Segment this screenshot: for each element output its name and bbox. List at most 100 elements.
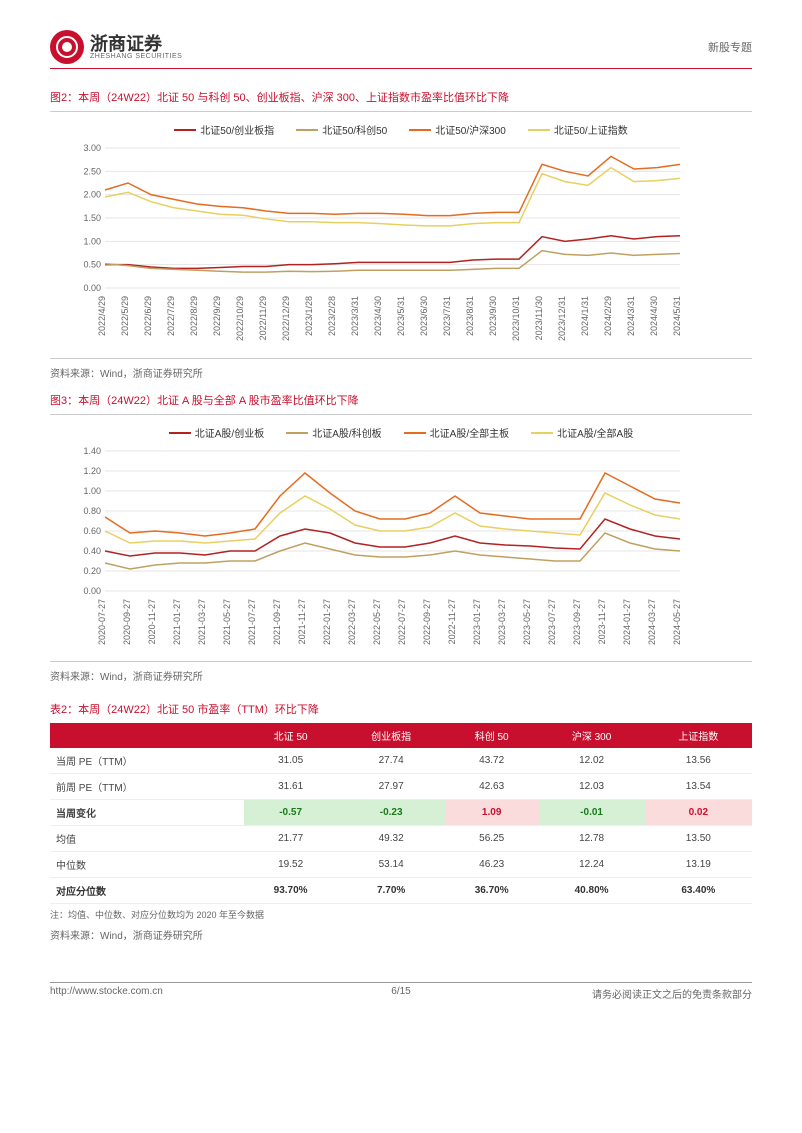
chart3-svg: 0.00 0.20 0.40 0.60 0.80 1.00 1.20 1.40 2020-07-…: [70, 446, 690, 646]
table2-source: 资料来源：Wind，浙商证券研究所: [50, 927, 752, 942]
table-row: 当周 PE（TTM）31.0527.7443.7212.0213.56: [50, 748, 752, 774]
svg-text:0.00: 0.00: [83, 586, 101, 596]
svg-text:2023/12/31: 2023/12/31: [557, 296, 567, 341]
chart3-title: 图3：本周（24W22）北证 A 股与全部 A 股市盈率比值环比下降: [50, 392, 752, 408]
footer-disclaimer: 请务必阅读正文之后的免责条款部分: [592, 986, 752, 1001]
svg-text:2022-03-27: 2022-03-27: [347, 599, 357, 645]
svg-text:2024-01-27: 2024-01-27: [622, 599, 632, 645]
legend-item: 北证A股/创业板: [169, 425, 264, 440]
table-row: 均值21.7749.3256.2512.7813.50: [50, 826, 752, 852]
svg-text:2022-11-27: 2022-11-27: [447, 599, 457, 644]
svg-text:2021-01-27: 2021-01-27: [172, 599, 182, 645]
table2: 北证 50创业板指科创 50沪深 300上证指数 当周 PE（TTM）31.05…: [50, 723, 752, 904]
logo-icon: [50, 30, 84, 64]
svg-text:2.00: 2.00: [83, 190, 101, 200]
svg-text:2023/5/31: 2023/5/31: [396, 296, 406, 336]
svg-text:2024-03-27: 2024-03-27: [647, 599, 657, 645]
table-header: 科创 50: [445, 723, 539, 748]
svg-text:2023-07-27: 2023-07-27: [547, 599, 557, 645]
svg-text:1.00: 1.00: [83, 236, 101, 246]
page-number: 6/15: [391, 986, 410, 997]
table-header: 创业板指: [337, 723, 444, 748]
svg-text:1.40: 1.40: [83, 446, 101, 456]
svg-text:1.00: 1.00: [83, 486, 101, 496]
svg-text:0.50: 0.50: [83, 260, 101, 270]
svg-text:2023/11/30: 2023/11/30: [534, 296, 544, 340]
svg-text:2022-09-27: 2022-09-27: [422, 599, 432, 645]
legend-item: 北证A股/全部A股: [531, 425, 633, 440]
legend-item: 北证50/科创50: [296, 122, 387, 137]
svg-text:0.00: 0.00: [83, 283, 101, 293]
legend-item: 北证50/上证指数: [528, 122, 628, 137]
chart2-svg: 0.00 0.50 1.00 1.50 2.00 2.50 3.00 2022/4/29 202…: [70, 143, 690, 343]
svg-text:2023/2/28: 2023/2/28: [327, 296, 337, 336]
table-header: 沪深 300: [539, 723, 645, 748]
company-name-en: ZHESHANG SECURITIES: [90, 53, 182, 60]
page-header: 浙商证券 ZHESHANG SECURITIES 新股专题: [50, 30, 752, 69]
svg-text:2024/1/31: 2024/1/31: [580, 296, 590, 336]
svg-text:2021-03-27: 2021-03-27: [197, 599, 207, 645]
chart2-legend: 北证50/创业板指 北证50/科创50 北证50/沪深300 北证50/上证指数: [70, 122, 732, 137]
svg-text:1.20: 1.20: [83, 466, 101, 476]
table-header: 上证指数: [645, 723, 752, 748]
chart2-source: 资料来源：Wind，浙商证券研究所: [50, 365, 752, 380]
svg-text:2022/4/29: 2022/4/29: [97, 296, 107, 336]
svg-text:2021-09-27: 2021-09-27: [272, 599, 282, 645]
table-header: [50, 723, 244, 748]
legend-item: 北证50/沪深300: [409, 122, 506, 137]
svg-text:2023/1/28: 2023/1/28: [304, 296, 314, 336]
svg-text:2021-07-27: 2021-07-27: [247, 599, 257, 645]
svg-text:2024/3/31: 2024/3/31: [626, 296, 636, 336]
svg-text:2020-09-27: 2020-09-27: [122, 599, 132, 645]
svg-text:2024/5/31: 2024/5/31: [672, 296, 682, 336]
svg-text:2.50: 2.50: [83, 166, 101, 176]
table2-title: 表2：本周（24W22）北证 50 市盈率（TTM）环比下降: [50, 701, 752, 717]
topic-label: 新股专题: [708, 39, 752, 55]
chart3-legend: 北证A股/创业板北证A股/科创板北证A股/全部主板北证A股/全部A股: [70, 425, 732, 440]
svg-text:2023-05-27: 2023-05-27: [522, 599, 532, 645]
svg-text:2023-01-27: 2023-01-27: [472, 599, 482, 645]
svg-text:2023-03-27: 2023-03-27: [497, 599, 507, 645]
svg-text:2023/7/31: 2023/7/31: [442, 296, 452, 336]
table-row: 对应分位数93.70%7.70%36.70%40.80%63.40%: [50, 878, 752, 904]
svg-text:2020-11-27: 2020-11-27: [147, 599, 157, 644]
svg-text:2022/8/29: 2022/8/29: [189, 296, 199, 336]
footer-url: http://www.stocke.com.cn: [50, 986, 163, 1001]
svg-text:2022/7/29: 2022/7/29: [166, 296, 176, 336]
svg-text:2023/4/30: 2023/4/30: [373, 296, 383, 336]
svg-text:1.50: 1.50: [83, 213, 101, 223]
page-footer: http://www.stocke.com.cn 6/15 请务必阅读正文之后的…: [50, 982, 752, 1001]
table-row: 中位数19.5253.1446.2312.2413.19: [50, 852, 752, 878]
svg-text:2023/8/31: 2023/8/31: [465, 296, 475, 336]
svg-text:2022-07-27: 2022-07-27: [397, 599, 407, 645]
company-name-zh: 浙商证券: [90, 35, 182, 53]
svg-text:2024/4/30: 2024/4/30: [649, 296, 659, 336]
table-row: 前周 PE（TTM）31.6127.9742.6312.0313.54: [50, 774, 752, 800]
svg-text:0.40: 0.40: [83, 546, 101, 556]
svg-text:2023/3/31: 2023/3/31: [350, 296, 360, 336]
svg-text:2022/9/29: 2022/9/29: [212, 296, 222, 336]
svg-text:3.00: 3.00: [83, 143, 101, 153]
svg-text:2020-07-27: 2020-07-27: [97, 599, 107, 645]
table-header: 北证 50: [244, 723, 338, 748]
svg-text:2022/6/29: 2022/6/29: [143, 296, 153, 336]
svg-text:2022/11/29: 2022/11/29: [258, 296, 268, 340]
svg-text:2021-05-27: 2021-05-27: [222, 599, 232, 645]
svg-text:2022-05-27: 2022-05-27: [372, 599, 382, 645]
svg-text:2023-09-27: 2023-09-27: [572, 599, 582, 645]
svg-text:2021-11-27: 2021-11-27: [297, 599, 307, 644]
svg-text:0.80: 0.80: [83, 506, 101, 516]
logo-area: 浙商证券 ZHESHANG SECURITIES: [50, 30, 182, 64]
svg-text:2022/10/29: 2022/10/29: [235, 296, 245, 341]
legend-item: 北证50/创业板指: [174, 122, 274, 137]
legend-item: 北证A股/科创板: [286, 425, 381, 440]
svg-text:2024-05-27: 2024-05-27: [672, 599, 682, 645]
svg-text:0.60: 0.60: [83, 526, 101, 536]
table-row: 当周变化-0.57-0.231.09-0.010.02: [50, 800, 752, 826]
svg-text:2023-11-27: 2023-11-27: [597, 599, 607, 644]
svg-text:2023/6/30: 2023/6/30: [419, 296, 429, 336]
chart3-source: 资料来源：Wind，浙商证券研究所: [50, 668, 752, 683]
svg-text:2023/10/31: 2023/10/31: [511, 296, 521, 341]
svg-text:0.20: 0.20: [83, 566, 101, 576]
chart2-title: 图2：本周（24W22）北证 50 与科创 50、创业板指、沪深 300、上证指…: [50, 89, 752, 105]
